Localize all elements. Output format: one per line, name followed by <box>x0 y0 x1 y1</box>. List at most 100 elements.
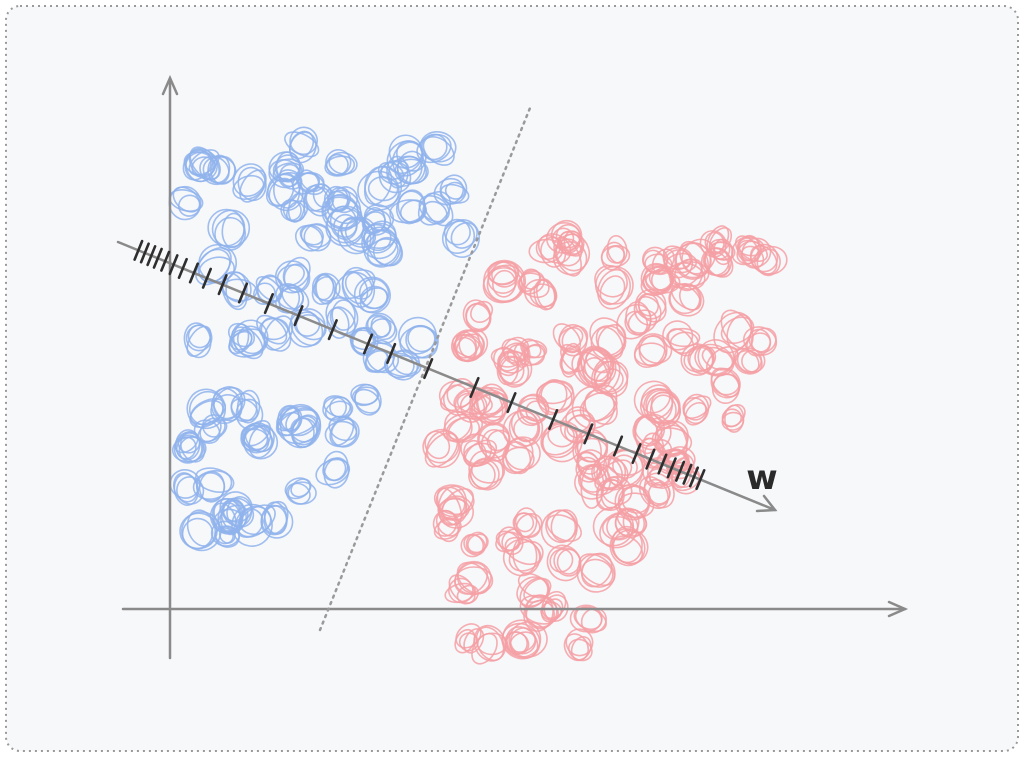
scribble-point <box>633 288 667 326</box>
scribble-loop <box>560 345 582 378</box>
scribble-point <box>183 322 213 359</box>
scribble-loop <box>199 417 222 443</box>
scribble-loop <box>288 130 315 160</box>
scribble-loop <box>614 508 640 537</box>
projection-line <box>116 240 777 512</box>
scribble-loop <box>741 237 772 268</box>
scribble-loop <box>594 265 634 305</box>
scribble-loop <box>495 531 521 553</box>
scribble-loop <box>681 238 716 275</box>
scribble-loop <box>441 488 474 520</box>
scribble-loop <box>469 458 500 490</box>
scribble-loop <box>694 343 735 377</box>
scribble-point <box>490 342 527 377</box>
scribble-point <box>460 433 498 468</box>
scribble-point <box>468 386 508 426</box>
scribble-loop <box>524 278 558 308</box>
scribble-loop <box>443 218 471 246</box>
projection-tick <box>682 463 693 485</box>
scribble-point <box>284 126 320 164</box>
scribble-loop <box>334 269 376 300</box>
scribble-loop <box>331 299 356 331</box>
scribble-loop <box>736 237 765 257</box>
scribble-point <box>322 395 354 423</box>
scribble-loop <box>210 520 241 547</box>
decision-boundary <box>318 106 532 632</box>
scribble-loop <box>468 392 508 421</box>
scribble-point <box>453 328 489 363</box>
scribble-loop <box>432 509 458 537</box>
projection-tick <box>645 448 656 470</box>
scribble-loop <box>701 346 734 371</box>
scribble-loop <box>571 385 616 430</box>
projection-tick <box>237 282 249 304</box>
scribble-loop <box>455 333 486 363</box>
scribble-loop <box>242 424 269 451</box>
projection-tick <box>631 442 642 465</box>
scribble-loop <box>682 395 712 419</box>
scribble-loop <box>315 274 336 305</box>
scribble-loop <box>361 226 398 260</box>
scribble-loop <box>344 271 373 300</box>
scribble-loop <box>232 163 266 197</box>
scribble-point <box>350 383 382 416</box>
scribble-loop <box>435 486 466 518</box>
scribble-loop <box>458 328 489 360</box>
scribble-point <box>642 263 681 295</box>
scribble-point <box>454 623 485 654</box>
scribble-point <box>651 419 693 463</box>
projection-tick <box>152 247 163 269</box>
scribble-loop <box>357 170 400 211</box>
scribble-loop <box>289 126 318 156</box>
scribble-loop <box>363 220 397 254</box>
scribble-loop <box>580 558 614 588</box>
scribble-point <box>524 278 558 311</box>
scribble-loop <box>444 181 466 200</box>
projection-tick <box>423 357 434 380</box>
projection-tick <box>386 342 397 365</box>
scribble-loop <box>648 462 677 489</box>
scribble-loop <box>418 194 450 223</box>
scribble-point <box>417 191 454 227</box>
projection-tick <box>612 435 624 457</box>
scribble-loop <box>454 562 489 595</box>
scribble-point <box>280 193 309 223</box>
scribble-point <box>504 627 537 655</box>
scribble-loop <box>445 417 481 444</box>
scribble-point <box>193 414 228 444</box>
scribble-loop <box>512 512 541 539</box>
scribble-point <box>433 174 470 206</box>
scribble-loop <box>419 131 457 163</box>
scribble-loop <box>222 497 255 528</box>
scribble-loop <box>173 434 203 464</box>
scribble-point <box>731 234 765 266</box>
scribble-loop <box>504 631 530 655</box>
scribble-loop <box>516 397 548 427</box>
scribble-loop <box>328 415 358 442</box>
scribble-point <box>576 552 616 593</box>
scribble-point <box>545 219 583 254</box>
projection-tick <box>469 376 480 399</box>
scribble-loop <box>323 457 350 489</box>
projection-tick <box>688 466 700 488</box>
scribble-loop <box>209 498 247 535</box>
scribble-loop <box>518 394 550 422</box>
scribble-loop <box>537 233 572 264</box>
scribble-point <box>633 333 673 369</box>
projection-tick <box>263 292 275 315</box>
scribble-point <box>552 323 589 357</box>
scribble-loop <box>497 349 527 374</box>
scribble-loop <box>326 205 365 244</box>
scribble-loop <box>644 263 673 291</box>
scribble-point <box>182 149 220 183</box>
projection-tick <box>327 319 338 341</box>
projection-tick <box>548 408 559 431</box>
scribble-loop <box>606 513 632 540</box>
scribble-loop <box>721 411 745 431</box>
scribble-point <box>169 468 205 506</box>
scribble-point <box>713 309 755 354</box>
scribble-loop <box>311 272 341 302</box>
scribble-point <box>563 628 594 662</box>
scribble-loop <box>574 463 612 500</box>
scribble-loop <box>674 242 712 280</box>
